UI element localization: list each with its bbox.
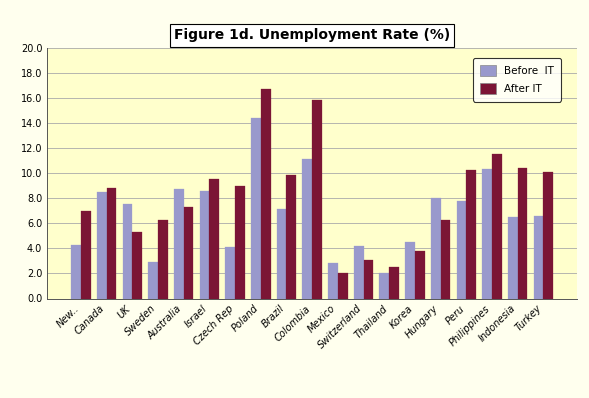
Bar — [328, 263, 338, 298]
Bar — [492, 154, 502, 298]
Bar — [148, 262, 158, 298]
Bar — [210, 179, 219, 298]
Bar — [302, 159, 312, 298]
Legend: Before  IT, After IT: Before IT, After IT — [473, 58, 561, 101]
Bar — [415, 251, 425, 298]
Bar — [363, 259, 373, 298]
Bar — [97, 192, 107, 298]
Bar — [261, 89, 270, 298]
Bar — [544, 172, 553, 298]
Bar — [133, 232, 142, 298]
Bar — [81, 211, 91, 298]
Bar — [518, 168, 527, 298]
Bar — [456, 201, 466, 298]
Bar — [431, 198, 441, 298]
Bar — [174, 189, 184, 298]
Bar — [405, 242, 415, 298]
Bar — [71, 245, 81, 298]
Bar — [534, 216, 544, 298]
Bar — [286, 175, 296, 298]
Bar — [338, 273, 348, 298]
Bar — [251, 118, 261, 298]
Bar — [235, 185, 245, 298]
Bar — [389, 267, 399, 298]
Bar — [277, 209, 286, 298]
Bar — [508, 217, 518, 298]
Bar — [123, 205, 133, 298]
Bar — [200, 191, 210, 298]
Bar — [184, 207, 194, 298]
Bar — [466, 170, 476, 298]
Bar — [441, 220, 451, 298]
Title: Figure 1d. Unemployment Rate (%): Figure 1d. Unemployment Rate (%) — [174, 28, 451, 43]
Bar — [312, 100, 322, 298]
Bar — [107, 188, 117, 298]
Bar — [379, 273, 389, 298]
Bar — [158, 220, 168, 298]
Bar — [226, 247, 235, 298]
Bar — [482, 170, 492, 298]
Bar — [354, 246, 363, 298]
